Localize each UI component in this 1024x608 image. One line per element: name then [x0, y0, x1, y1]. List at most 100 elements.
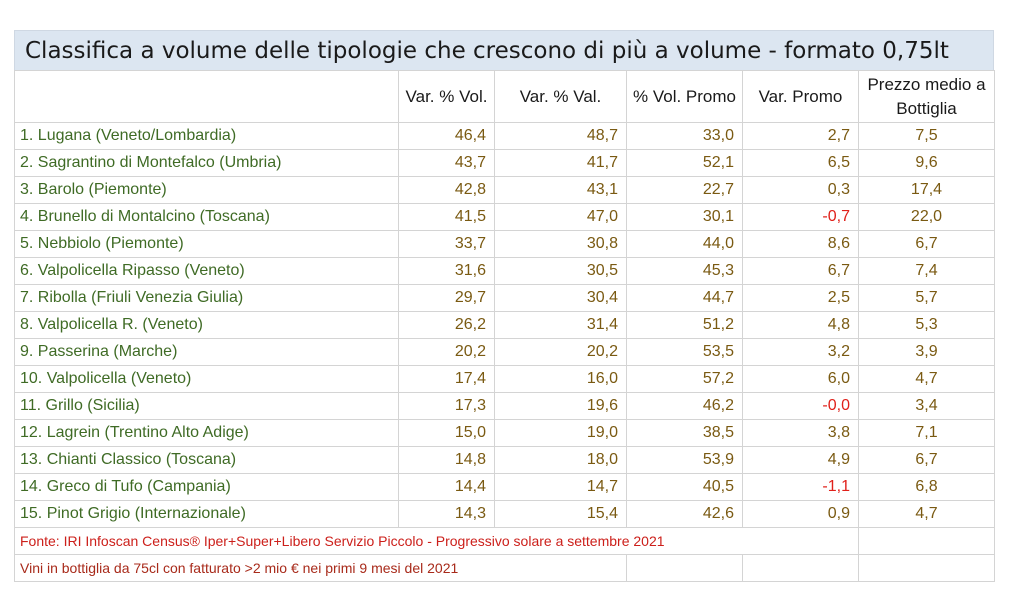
header-var-promo: Var. Promo: [742, 70, 859, 123]
cell-prezzo: 7,4: [858, 257, 995, 285]
table-row: 3. Barolo (Piemonte) 42,8 43,1 22,7 0,3 17,4: [14, 176, 995, 204]
wine-ranking-table-frame: Classifica a volume delle tipologie che …: [14, 30, 995, 582]
footnote-scope: Vini in bottiglia da 75cl con fatturato …: [14, 554, 627, 582]
cell-name: 2. Sagrantino di Montefalco (Umbria): [14, 149, 399, 177]
cell-vol-promo: 53,9: [626, 446, 743, 474]
cell-name: 11. Grillo (Sicilia): [14, 392, 399, 420]
cell-var-val: 14,7: [494, 473, 627, 501]
cell-var-val: 48,7: [494, 122, 627, 150]
cell-prezzo: 17,4: [858, 176, 995, 204]
table-row: 15. Pinot Grigio (Internazionale) 14,3 15,…: [14, 500, 995, 528]
cell-var-vol: 17,3: [398, 392, 495, 420]
table-row: 2. Sagrantino di Montefalco (Umbria) 43,7…: [14, 149, 995, 177]
cell-var-val: 30,8: [494, 230, 627, 258]
wine-ranking-table: Var. % Vol. Var. % Val. % Vol. Promo Var…: [14, 70, 995, 582]
cell-vol-promo: 38,5: [626, 419, 743, 447]
footnote-empty-cell: [626, 554, 743, 582]
cell-vol-promo: 52,1: [626, 149, 743, 177]
cell-name: 8. Valpolicella R. (Veneto): [14, 311, 399, 339]
table-title: Classifica a volume delle tipologie che …: [14, 30, 994, 70]
cell-var-promo: 4,9: [742, 446, 859, 474]
table-row: 5. Nebbiolo (Piemonte) 33,7 30,8 44,0 8,6 6,7: [14, 230, 995, 258]
cell-vol-promo: 40,5: [626, 473, 743, 501]
cell-name: 12. Lagrein (Trentino Alto Adige): [14, 419, 399, 447]
cell-var-val: 18,0: [494, 446, 627, 474]
cell-var-promo: 2,5: [742, 284, 859, 312]
table-row: 8. Valpolicella R. (Veneto) 26,2 31,4 51,2 4…: [14, 311, 995, 339]
table-row: 14. Greco di Tufo (Campania) 14,4 14,7 40,5…: [14, 473, 995, 501]
cell-var-val: 19,0: [494, 419, 627, 447]
cell-var-val: 15,4: [494, 500, 627, 528]
cell-prezzo: 5,7: [858, 284, 995, 312]
cell-vol-promo: 44,0: [626, 230, 743, 258]
cell-var-val: 30,4: [494, 284, 627, 312]
cell-var-val: 30,5: [494, 257, 627, 285]
cell-prezzo: 22,0: [858, 203, 995, 231]
cell-var-promo: 4,8: [742, 311, 859, 339]
cell-name: 7. Ribolla (Friuli Venezia Giulia): [14, 284, 399, 312]
table-row: 9. Passerina (Marche) 20,2 20,2 53,5 3,2 3,9: [14, 338, 995, 366]
cell-var-val: 31,4: [494, 311, 627, 339]
cell-var-val: 41,7: [494, 149, 627, 177]
cell-var-promo: 3,8: [742, 419, 859, 447]
cell-vol-promo: 46,2: [626, 392, 743, 420]
cell-name: 14. Greco di Tufo (Campania): [14, 473, 399, 501]
table-row: 6. Valpolicella Ripasso (Veneto) 31,6 30,5…: [14, 257, 995, 285]
cell-name: 3. Barolo (Piemonte): [14, 176, 399, 204]
cell-vol-promo: 30,1: [626, 203, 743, 231]
cell-var-val: 20,2: [494, 338, 627, 366]
cell-var-promo: -0,0: [742, 392, 859, 420]
cell-name: 1. Lugana (Veneto/Lombardia): [14, 122, 399, 150]
cell-vol-promo: 42,6: [626, 500, 743, 528]
cell-vol-promo: 22,7: [626, 176, 743, 204]
cell-name: 13. Chianti Classico (Toscana): [14, 446, 399, 474]
table-row: 1. Lugana (Veneto/Lombardia) 46,4 48,7 33,0…: [14, 122, 995, 150]
cell-var-val: 16,0: [494, 365, 627, 393]
cell-var-vol: 14,4: [398, 473, 495, 501]
cell-vol-promo: 53,5: [626, 338, 743, 366]
cell-var-promo: -0,7: [742, 203, 859, 231]
cell-var-val: 47,0: [494, 203, 627, 231]
table-body: 1. Lugana (Veneto/Lombardia) 46,4 48,7 33,0…: [14, 122, 995, 528]
cell-var-vol: 46,4: [398, 122, 495, 150]
cell-var-vol: 17,4: [398, 365, 495, 393]
cell-prezzo: 7,1: [858, 419, 995, 447]
cell-var-val: 43,1: [494, 176, 627, 204]
cell-var-vol: 20,2: [398, 338, 495, 366]
cell-var-promo: 6,5: [742, 149, 859, 177]
cell-name: 5. Nebbiolo (Piemonte): [14, 230, 399, 258]
cell-var-vol: 33,7: [398, 230, 495, 258]
cell-var-promo: 3,2: [742, 338, 859, 366]
cell-var-val: 19,6: [494, 392, 627, 420]
cell-var-promo: -1,1: [742, 473, 859, 501]
cell-prezzo: 5,3: [858, 311, 995, 339]
table-row: 4. Brunello di Montalcino (Toscana) 41,5 4…: [14, 203, 995, 231]
cell-var-vol: 14,3: [398, 500, 495, 528]
cell-var-promo: 6,0: [742, 365, 859, 393]
footnote-row-source: Fonte: IRI Infoscan Census® Iper+Super+L…: [14, 527, 995, 555]
cell-prezzo: 3,4: [858, 392, 995, 420]
table-row: 10. Valpolicella (Veneto) 17,4 16,0 57,2 6,0…: [14, 365, 995, 393]
header-row: Var. % Vol. Var. % Val. % Vol. Promo Var…: [14, 70, 995, 123]
cell-var-vol: 43,7: [398, 149, 495, 177]
cell-prezzo: 9,6: [858, 149, 995, 177]
cell-prezzo: 6,7: [858, 446, 995, 474]
cell-prezzo: 6,7: [858, 230, 995, 258]
footnote-empty-cell: [742, 554, 859, 582]
cell-name: 9. Passerina (Marche): [14, 338, 399, 366]
cell-var-vol: 29,7: [398, 284, 495, 312]
table-row: 7. Ribolla (Friuli Venezia Giulia) 29,7 30…: [14, 284, 995, 312]
cell-var-vol: 42,8: [398, 176, 495, 204]
header-name: [14, 70, 399, 123]
cell-var-vol: 31,6: [398, 257, 495, 285]
cell-name: 6. Valpolicella Ripasso (Veneto): [14, 257, 399, 285]
cell-var-promo: 6,7: [742, 257, 859, 285]
cell-var-vol: 15,0: [398, 419, 495, 447]
cell-var-vol: 14,8: [398, 446, 495, 474]
cell-var-promo: 0,3: [742, 176, 859, 204]
table-row: 11. Grillo (Sicilia) 17,3 19,6 46,2 -0,0 3,4: [14, 392, 995, 420]
header-vol-promo: % Vol. Promo: [626, 70, 743, 123]
cell-var-promo: 8,6: [742, 230, 859, 258]
cell-prezzo: 7,5: [858, 122, 995, 150]
cell-vol-promo: 44,7: [626, 284, 743, 312]
